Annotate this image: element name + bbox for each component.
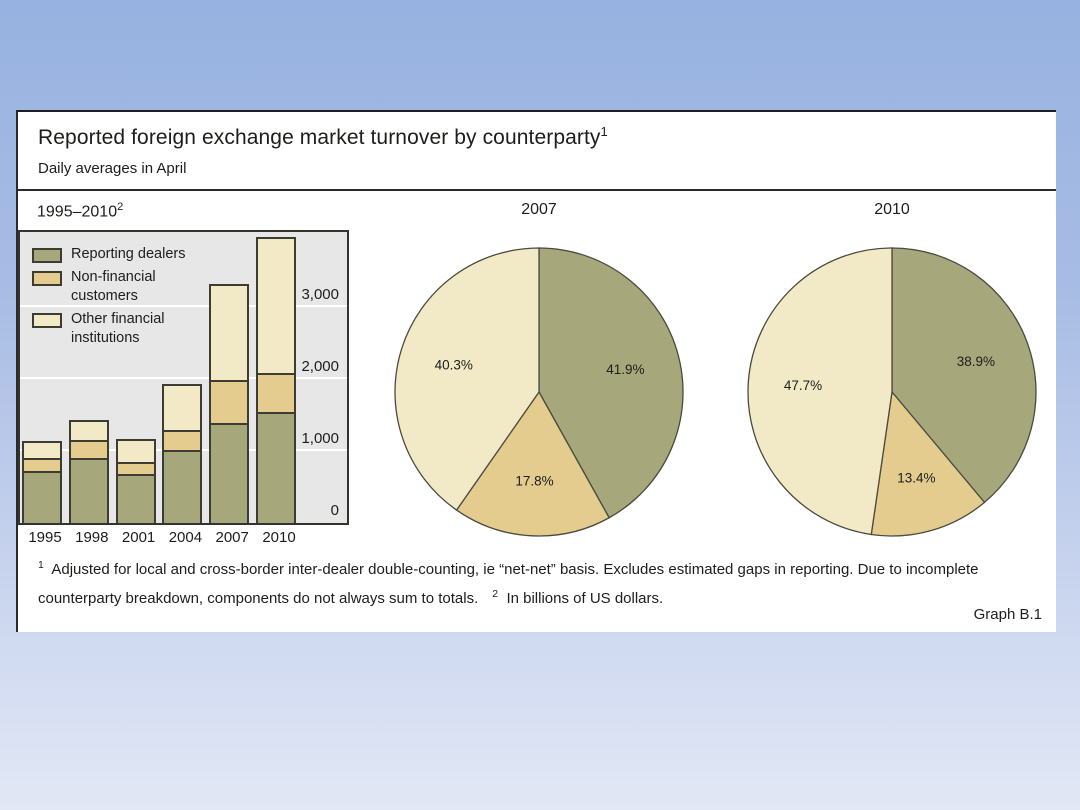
figure-subtitle: Daily averages in April: [38, 160, 187, 177]
footnote-1-text: Adjusted for local and cross-border inte…: [38, 561, 979, 607]
x-tick-label-1995: 1995: [28, 529, 62, 546]
footnote-1-marker: 1: [38, 559, 44, 571]
x-tick-label-1998: 1998: [75, 529, 109, 546]
y-tick-label-1000: 1,000: [301, 430, 339, 448]
bar-panel-title: 1995–20102: [37, 201, 123, 221]
pie-2007-title: 2007: [521, 201, 557, 218]
pie-slice-non-financial-customers: [455, 390, 611, 537]
bar-panel-title-footnote-marker: 2: [117, 201, 124, 213]
pie-slice-non-financial-customers: [870, 390, 986, 537]
pie-slice-other-financial-institutions: [394, 247, 540, 511]
y-tick-label-2000: 2,000: [301, 358, 339, 376]
bar-panel-title-text: 1995–2010: [37, 203, 118, 221]
bar-segment-2010-other-financial-institutions: [256, 236, 296, 374]
legend-item-2: Non-financial customers: [32, 268, 185, 306]
pie-slice-other-financial-institutions: [747, 247, 893, 536]
bar-x-axis-labels: 1995 1998 2001 2004 2007 2010: [22, 529, 353, 549]
bar-segment-2007-non-financial-customers: [209, 380, 250, 423]
bar-segment-2010-reporting-dealers: [256, 411, 296, 523]
bar-segment-1995-non-financial-customers: [22, 457, 62, 471]
pie-slice-label: 38.9%: [957, 354, 995, 369]
legend-item-3: Other financial institutions: [32, 310, 185, 348]
legend-label: Non-financial customers: [71, 269, 156, 304]
bar-segment-2004-other-financial-institutions: [162, 384, 203, 431]
pie-2010-title: 2010: [874, 201, 910, 218]
bar-segment-2004-non-financial-customers: [162, 430, 203, 450]
bar-segment-2004-reporting-dealers: [162, 449, 203, 523]
bar-segment-1995-other-financial-institutions: [22, 441, 62, 458]
x-tick-label-2010: 2010: [262, 529, 296, 546]
footnote: 1 Adjusted for local and cross-border in…: [38, 553, 1044, 611]
bar-segment-1998-other-financial-institutions: [68, 420, 109, 441]
pie-chart-2007: 41.9% 17.8% 40.3%: [394, 247, 684, 537]
y-tick-label-0: 0: [330, 502, 339, 519]
pie-chart-2010: 38.9% 13.4% 47.7%: [747, 247, 1037, 537]
legend-label: Other financial institutions: [71, 311, 165, 346]
pie-slice-reporting-dealers: [538, 247, 684, 519]
footnote-2-marker: 2: [492, 588, 499, 600]
legend-swatch-icon: [32, 271, 62, 286]
footnote-2-text: In billions of US dollars.: [506, 590, 664, 607]
legend-label: Reporting dealers: [71, 246, 186, 262]
bar-segment-2010-non-financial-customers: [256, 373, 296, 412]
pie-slice-label: 41.9%: [606, 362, 644, 377]
bar-segment-2001-non-financial-customers: [115, 462, 156, 474]
pie-slice-label: 17.8%: [515, 474, 553, 489]
legend-swatch-icon: [32, 313, 62, 328]
pie-slice-label: 13.4%: [897, 470, 935, 485]
gridline-3000: [20, 305, 347, 308]
figure-title: Reported foreign exchange market turnove…: [38, 124, 608, 150]
pie-slice-label: 47.7%: [784, 378, 822, 393]
figure-panel: Reported foreign exchange market turnove…: [16, 110, 1056, 632]
bar-segment-2007-other-financial-institutions: [209, 284, 250, 381]
figure-title-text: Reported foreign exchange market turnove…: [38, 126, 601, 149]
bar-plot-area: Reporting dealers Non-financial customers…: [18, 230, 349, 525]
pie-slice-label: 40.3%: [435, 358, 473, 373]
bar-chart-legend: Reporting dealers Non-financial customers…: [32, 245, 185, 352]
graph-number-label: Graph B.1: [973, 606, 1042, 623]
gridline-2000: [20, 377, 347, 380]
header-divider: [18, 189, 1056, 191]
x-tick-label-2004: 2004: [168, 529, 203, 546]
bar-segment-2007-reporting-dealers: [209, 422, 250, 523]
legend-swatch-icon: [32, 248, 62, 263]
bar-segment-2001-reporting-dealers: [115, 473, 156, 523]
bar-segment-1998-non-financial-customers: [68, 440, 109, 458]
legend-item-1: Reporting dealers: [32, 245, 185, 264]
figure-title-footnote-marker: 1: [600, 124, 608, 139]
bar-segment-2001-other-financial-institutions: [115, 438, 156, 463]
bar-segment-1998-reporting-dealers: [68, 457, 109, 523]
pie-slice-reporting-dealers: [891, 247, 1037, 504]
x-tick-label-2007: 2007: [215, 529, 249, 546]
x-tick-label-2001: 2001: [121, 529, 156, 546]
y-tick-label-3000: 3,000: [301, 286, 339, 304]
bar-segment-1995-reporting-dealers: [22, 470, 62, 523]
